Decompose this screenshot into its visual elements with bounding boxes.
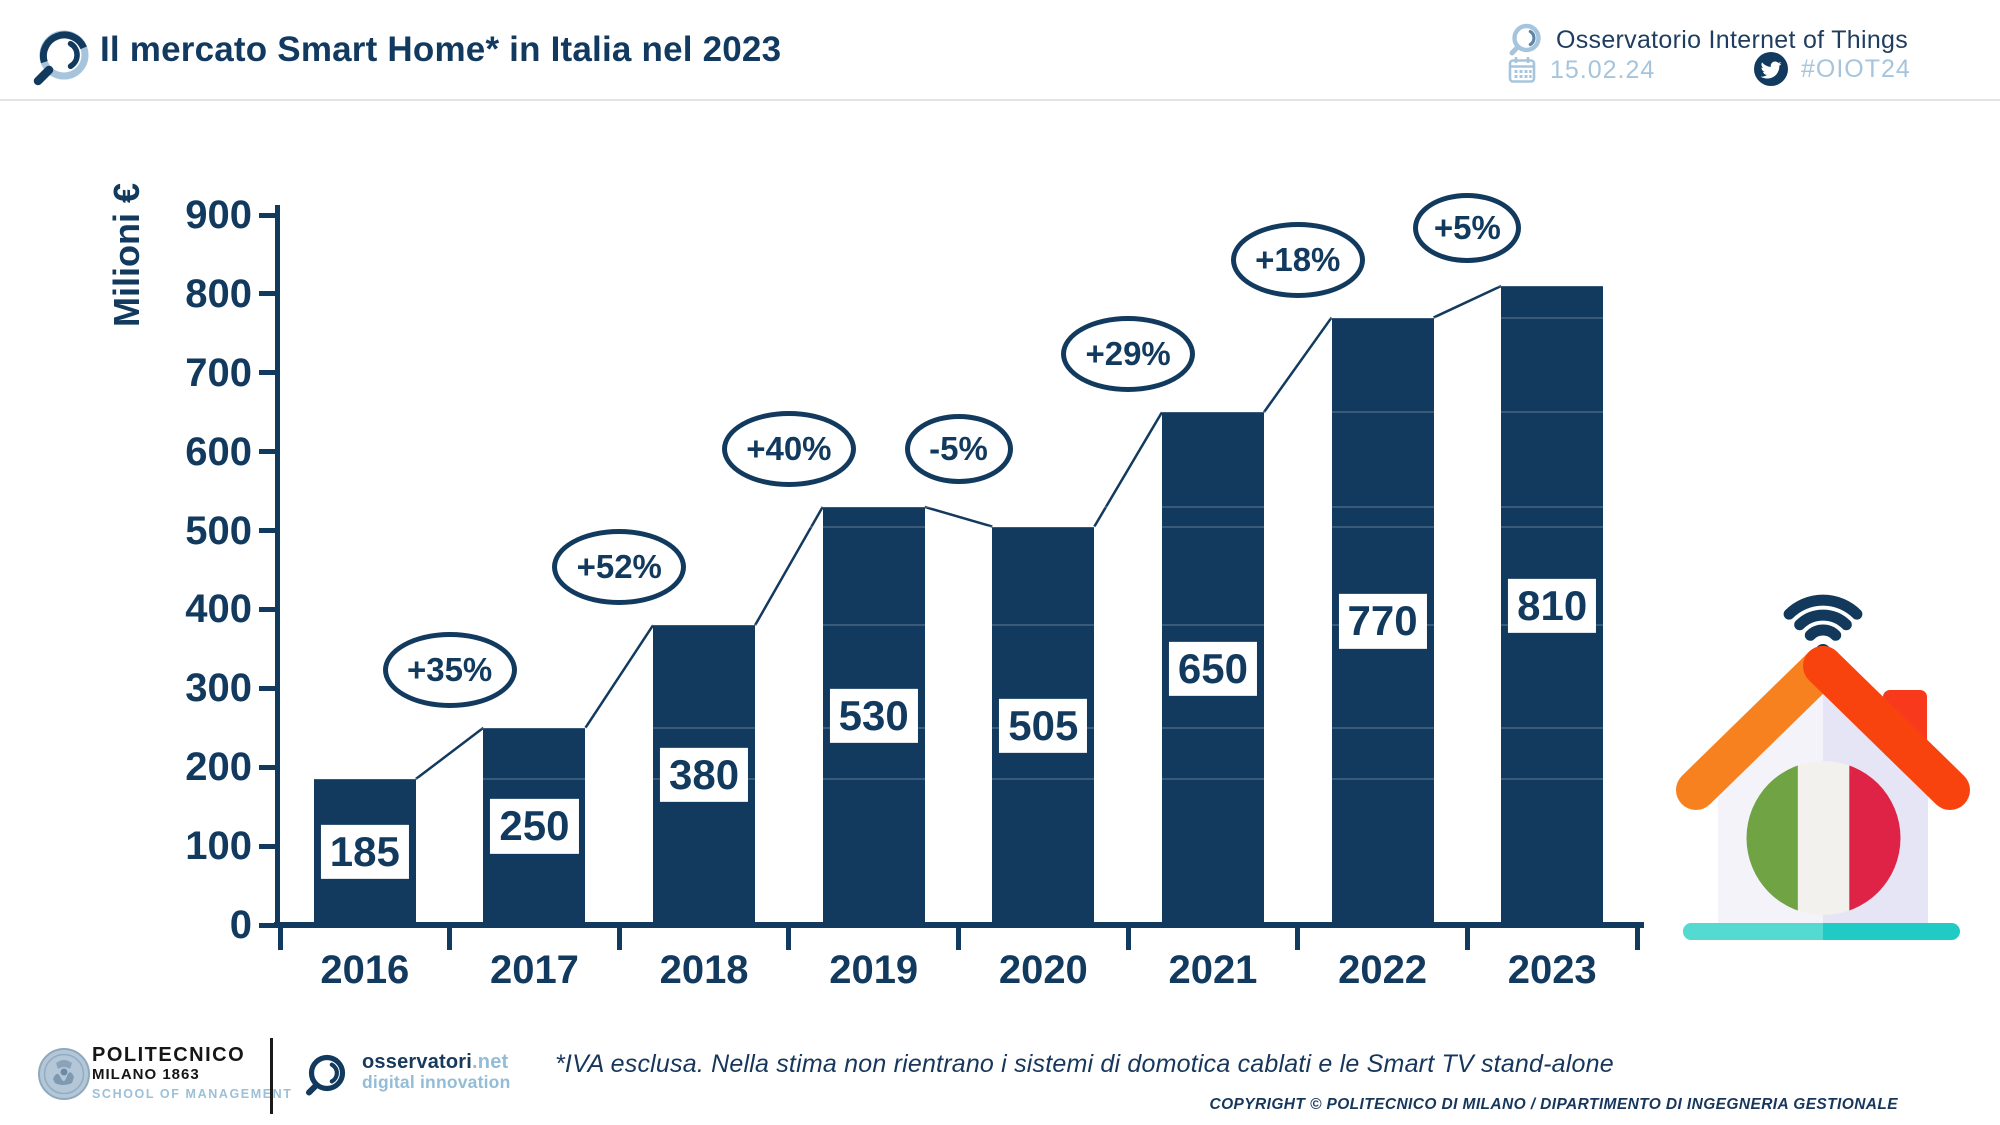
x-label-2023: 2023 — [1507, 948, 1597, 992]
x-label-2019: 2019 — [829, 948, 919, 992]
observatory-name-row: Osservatorio Internet of Things — [1506, 20, 1908, 60]
y-tick-label: 0 — [229, 903, 252, 947]
x-tick — [1125, 922, 1131, 950]
politecnico-seal — [38, 1048, 90, 1100]
x-label-2017: 2017 — [489, 948, 579, 992]
observatory-name: Osservatorio Internet of Things — [1556, 25, 1909, 54]
event-hashtag: #OIOT24 — [1801, 54, 1911, 83]
bar-top-gridline — [282, 778, 1637, 781]
growth-badge-2018: +52% — [552, 529, 687, 606]
hashtag-row: #OIOT24 — [1753, 51, 1911, 87]
x-tick — [1634, 922, 1640, 950]
x-tick — [277, 922, 283, 950]
politecnico-school: SCHOOL OF MANAGEMENT — [92, 1086, 293, 1101]
footer-divider — [270, 1038, 273, 1114]
y-tick — [259, 370, 276, 376]
bar-top-gridline — [282, 525, 1637, 528]
x-tick — [786, 922, 792, 950]
x-tick — [1464, 922, 1470, 950]
y-tick-label: 400 — [185, 587, 252, 632]
value-label-2023: 810 — [1508, 578, 1597, 633]
politecnico-name: POLITECNICO — [92, 1044, 246, 1066]
x-label-2021: 2021 — [1168, 948, 1258, 992]
politecnico-logo-text: POLITECNICO MILANO 1863 SCHOOL OF MANAGE… — [92, 1044, 293, 1104]
x-label-2018: 2018 — [659, 948, 749, 992]
y-tick — [259, 843, 276, 849]
y-tick-label: 600 — [185, 429, 252, 474]
bar-top-gridline — [282, 624, 1637, 627]
growth-badge-2019: +40% — [721, 410, 856, 487]
value-label-2017: 250 — [490, 799, 579, 854]
bar-top-gridline — [282, 726, 1637, 729]
value-label-2018: 380 — [660, 747, 749, 803]
italy-flag-circle — [1746, 761, 1901, 915]
x-label-2020: 2020 — [998, 948, 1088, 992]
politecnico-milano: MILANO 1863 — [92, 1066, 200, 1083]
osservatori-logo-text: osservatori.net digital innovation — [362, 1051, 511, 1092]
x-tick — [616, 922, 622, 950]
x-tick — [956, 922, 961, 950]
y-tick — [259, 528, 276, 534]
twitter-icon — [1754, 52, 1788, 86]
growth-badge-2017: +35% — [382, 631, 517, 708]
magnifier-icon-small — [1509, 23, 1541, 56]
growth-badge-2022: +18% — [1230, 221, 1365, 298]
y-tick-label: 700 — [185, 350, 252, 395]
growth-badge-2021: +29% — [1061, 316, 1196, 393]
y-tick — [259, 685, 276, 691]
chart-footnote: *IVA esclusa. Nella stima non rientrano … — [555, 1050, 1614, 1078]
x-tick — [1295, 922, 1301, 950]
page-title: Il mercato Smart Home* in Italia nel 202… — [100, 29, 782, 69]
y-tick-label: 800 — [185, 271, 252, 316]
bar-top-gridline — [282, 285, 1637, 287]
value-label-2022: 770 — [1338, 594, 1427, 649]
roof-left — [1676, 646, 1843, 810]
osservatori-tagline: digital innovation — [362, 1072, 511, 1092]
smart-home-italy-icon — [1676, 594, 1970, 940]
y-tick-label: 500 — [185, 508, 252, 553]
bar-top-gridline — [282, 505, 1637, 508]
osservatori-net-mark — [306, 1054, 346, 1096]
value-label-2021: 650 — [1168, 641, 1257, 696]
bar-top-gridline — [282, 316, 1637, 319]
growth-badge-2020: -5% — [904, 413, 1013, 484]
value-label-2016: 185 — [320, 824, 409, 880]
value-label-2019: 530 — [829, 688, 918, 744]
report-date: 15.02.24 — [1550, 55, 1656, 84]
y-tick-label: 900 — [185, 193, 252, 237]
value-label-2020: 505 — [999, 698, 1088, 753]
y-tick — [259, 212, 276, 218]
osservatori-magnifier-icon — [33, 30, 89, 86]
header-bar: Il mercato Smart Home* in Italia nel 202… — [0, 0, 2000, 101]
x-tick — [447, 922, 453, 950]
y-tick-label: 200 — [185, 745, 252, 790]
y-tick-label: 100 — [185, 824, 252, 869]
roof-right — [1803, 646, 1970, 810]
bar-top-gridline — [282, 411, 1637, 414]
osservatori-tld: .net — [472, 1051, 509, 1073]
y-tick — [259, 764, 276, 770]
y-tick — [259, 449, 276, 455]
date-row: 15.02.24 — [1506, 53, 1655, 87]
footer: POLITECNICO MILANO 1863 SCHOOL OF MANAGE… — [0, 1030, 2000, 1125]
calendar-icon — [1508, 57, 1536, 83]
osservatori-name: osservatori — [362, 1051, 473, 1073]
y-tick-label: 300 — [185, 666, 252, 711]
x-label-2022: 2022 — [1338, 948, 1428, 992]
wifi-icon — [1783, 594, 1863, 641]
growth-badge-2023: +5% — [1413, 193, 1522, 263]
x-label-2016: 2016 — [320, 948, 410, 992]
y-tick — [259, 922, 276, 928]
y-tick — [259, 606, 276, 612]
y-tick — [259, 291, 276, 297]
y-axis-line — [275, 205, 280, 928]
copyright-note: COPYRIGHT © POLITECNICO DI MILANO / DIPA… — [1209, 1096, 1898, 1113]
